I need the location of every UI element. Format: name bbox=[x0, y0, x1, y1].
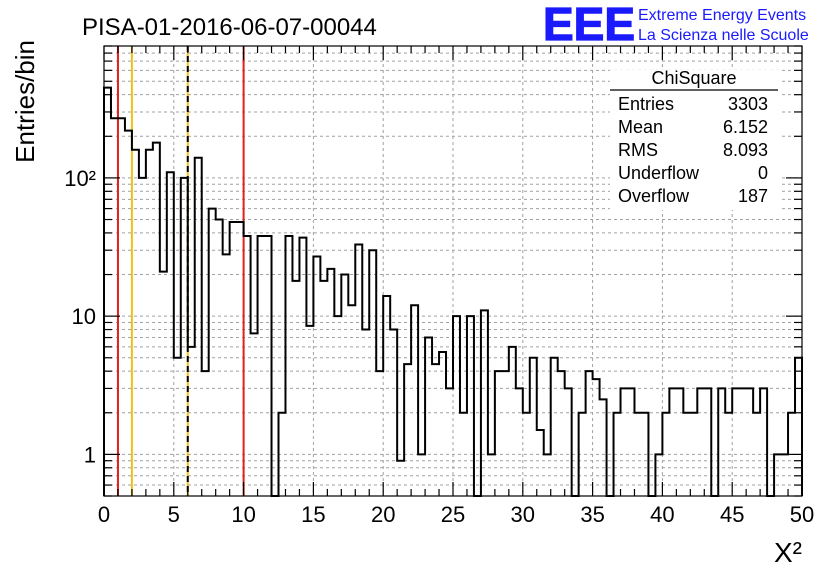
x-tick-label: 40 bbox=[650, 502, 674, 527]
stats-value-mean: 6.152 bbox=[723, 117, 768, 137]
eee-logo-line1: Extreme Energy Events bbox=[638, 7, 806, 24]
x-tick-label: 0 bbox=[98, 502, 110, 527]
chart-title: PISA-01-2016-06-07-00044 bbox=[82, 14, 377, 41]
histogram-outline bbox=[103, 86, 803, 497]
eee-logo-letters: EEE bbox=[543, 0, 635, 50]
eee-logo: EEE Extreme Energy Events La Scienza nel… bbox=[542, 0, 809, 51]
y-tick-label: 1 bbox=[84, 442, 96, 467]
axis-layer: 0 5 10 15 20 25 30 35 40 45 50 1 10 10² bbox=[64, 45, 814, 527]
stats-label-overflow: Overflow bbox=[618, 186, 690, 206]
x-tick-label: 5 bbox=[168, 502, 180, 527]
histogram-layer bbox=[103, 86, 803, 497]
x-tick-label: 45 bbox=[720, 502, 744, 527]
x-tick-label: 15 bbox=[301, 502, 325, 527]
y-axis-label: Entries/bin bbox=[10, 40, 40, 163]
stats-title: ChiSquare bbox=[651, 68, 736, 88]
x-tick-label: 50 bbox=[790, 502, 814, 527]
stats-box-bg bbox=[610, 70, 780, 210]
stats-label-rms: RMS bbox=[618, 140, 658, 160]
x-tick-label: 30 bbox=[511, 502, 535, 527]
stats-value-rms: 8.093 bbox=[723, 140, 768, 160]
stats-value-underflow: 0 bbox=[758, 163, 768, 183]
stats-value-overflow: 187 bbox=[738, 186, 768, 206]
stats-label-underflow: Underflow bbox=[618, 163, 700, 183]
x-axis-label: X² bbox=[774, 537, 802, 568]
x-tick-label: 35 bbox=[580, 502, 604, 527]
x-tick-label: 10 bbox=[231, 502, 255, 527]
y-tick-label: 10² bbox=[64, 166, 96, 191]
stats-label-mean: Mean bbox=[618, 117, 663, 137]
y-tick-label: 10 bbox=[72, 304, 96, 329]
stats-box: ChiSquare Entries 3303 Mean 6.152 RMS 8.… bbox=[610, 68, 780, 210]
x-tick-label: 25 bbox=[441, 502, 465, 527]
stats-value-entries: 3303 bbox=[728, 94, 768, 114]
eee-logo-line2: La Scienza nelle Scuole bbox=[638, 27, 809, 44]
x-tick-label: 20 bbox=[371, 502, 395, 527]
stats-label-entries: Entries bbox=[618, 94, 674, 114]
